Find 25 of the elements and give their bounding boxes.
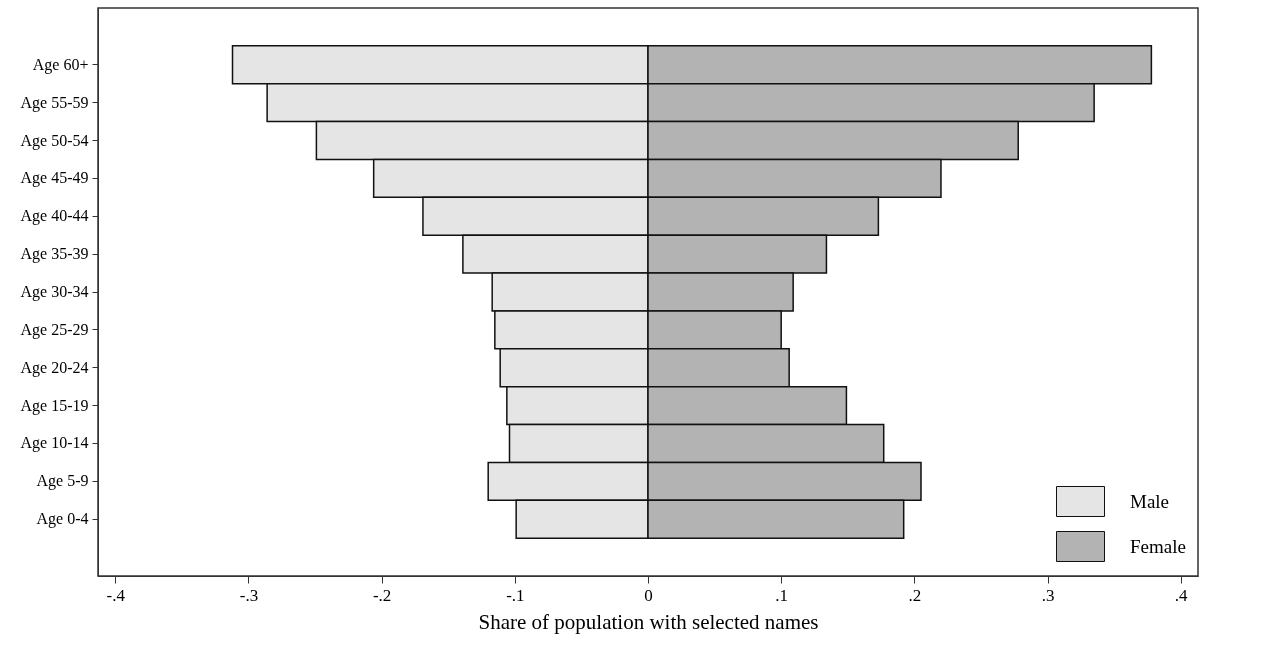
y-tick-label: Age 0-4 (36, 510, 89, 529)
x-tick-label: .2 (908, 585, 922, 605)
y-tick-label: Age 5-9 (36, 472, 89, 491)
y-tick-label: Age 10-14 (20, 434, 89, 453)
x-tick-label: 0 (644, 585, 653, 605)
x-axis-title: Share of population with selected names (478, 609, 819, 634)
x-tick-label: -.4 (106, 585, 126, 605)
legend-label: Male (1130, 490, 1170, 512)
x-tick-label: .4 (1174, 585, 1189, 605)
y-tick-label: Age 45-49 (20, 169, 89, 188)
legend-label: Female (1130, 535, 1186, 557)
y-tick-label: Age 60+ (32, 55, 89, 74)
y-tick-label: Age 50-54 (20, 131, 89, 150)
y-tick-label: Age 15-19 (20, 396, 89, 415)
y-tick-label: Age 35-39 (20, 245, 89, 264)
x-tick-label: -.3 (239, 585, 259, 605)
x-tick-label: -.2 (372, 585, 392, 605)
y-tick-label: Age 25-29 (20, 320, 89, 339)
x-tick-label: .3 (1041, 585, 1055, 605)
y-tick-label: Age 40-44 (20, 207, 89, 226)
y-tick-label: Age 30-34 (20, 283, 89, 301)
y-tick-label: Age 55-59 (20, 93, 89, 112)
y-tick-label: Age 20-24 (20, 358, 89, 377)
x-tick-label: .1 (775, 585, 789, 605)
x-tick-label: -.1 (506, 585, 525, 605)
